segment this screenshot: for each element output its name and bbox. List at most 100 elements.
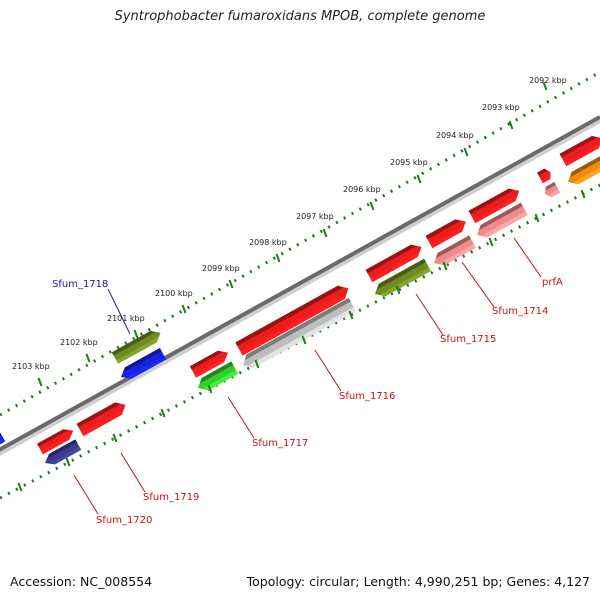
gene-sfum-1717-red-body [189, 350, 228, 378]
tick-label-2092: 2092 kbp [529, 76, 567, 85]
leader-prfa [513, 237, 542, 278]
gene-sfum-1718-olive-body [111, 330, 161, 364]
gene-sfum-1720-navy-shadow [47, 439, 77, 459]
gene-sfum-1719-red-shadow [76, 402, 121, 428]
leader-sfum-1719 [120, 452, 146, 493]
gene-orange-shadow [569, 156, 600, 178]
leader-sfum-1714 [461, 261, 495, 308]
inner-ruler-tick-4 [395, 285, 401, 295]
ruler-tick-11 [37, 377, 43, 387]
label-sfum-1718: Sfum_1718 [52, 279, 108, 290]
ruler-tick-6 [275, 253, 281, 263]
ruler-tick-10 [85, 353, 91, 363]
inner-ruler-tick-6 [301, 335, 307, 345]
gene-sfum-1717-red [189, 350, 228, 378]
ruler-tick-0 [542, 81, 548, 91]
ruler-tick-9 [133, 329, 139, 339]
gene-top-right-1-shadow [559, 135, 598, 158]
gene-red-4 [365, 244, 422, 283]
inner-ruler-tick-2 [488, 237, 494, 247]
gene-sfum-1720-navy-highlight [50, 446, 82, 465]
tick-label-2102: 2102 kbp [60, 338, 98, 347]
gene-small-pink-highlight [548, 189, 561, 198]
ruler-tick-marks [37, 81, 548, 387]
backbone-shadow [0, 117, 600, 456]
gene-prfa-red-highlight [473, 194, 518, 224]
genome-summary-text: Topology: circular; Length: 4,990,251 bp… [246, 574, 590, 589]
gene-features [0, 135, 600, 465]
label-prfa: prfA [542, 277, 563, 288]
ruler-tick-labels: 2092 kbp 2093 kbp 2094 kbp 2095 kbp 2096… [12, 76, 567, 371]
gene-red-4-body [365, 244, 422, 283]
gene-small-pink-shadow [545, 181, 556, 191]
label-sfum-1714: Sfum_1714 [492, 306, 548, 317]
gene-top-right-1-highlight [564, 142, 600, 167]
gene-red-4-shadow [365, 244, 417, 274]
tick-label-2097: 2097 kbp [296, 212, 334, 221]
gene-top-right-1-body [559, 135, 600, 167]
gene-sfum-1720-red [37, 429, 74, 455]
gene-sfum-1714-pink [477, 202, 528, 238]
ruler-tick-4 [369, 201, 375, 211]
gene-sfum-1715-pink-shadow [435, 235, 471, 259]
gene-orange-highlight [573, 167, 600, 185]
gene-sfum-1716-red-shadow [235, 285, 344, 347]
gene-sfum-1717-green-shadow [199, 361, 234, 384]
gene-sfum-1714-red-body [425, 219, 466, 249]
gene-red-4-highlight [370, 250, 421, 283]
gene-sfum-1717-red-shadow [189, 350, 224, 370]
ruler-tick-1 [508, 120, 514, 130]
inner-ruler-tick-0 [580, 189, 586, 199]
leader-sfum-1717 [227, 396, 255, 439]
gene-prfa-red [468, 188, 520, 224]
gene-sfum-1720-red-body [37, 429, 74, 455]
gene-sfum-1716-red [235, 285, 349, 356]
inner-ruler-tick-1 [534, 213, 540, 223]
gene-sfum-1720-navy-body [45, 439, 82, 465]
inner-ruler-tick-10 [112, 433, 118, 443]
gene-sfum-1714-pink-highlight [482, 211, 528, 238]
inner-ruler-tick-marks [17, 189, 586, 492]
inner-ruler-tick-3 [442, 261, 448, 271]
gene-sfum-1716-gray-body [243, 297, 356, 368]
gene-sfum-1718-blue-highlight [126, 356, 167, 379]
gene-edge-blue-highlight [0, 438, 6, 445]
tick-label-2098: 2098 kbp [249, 238, 287, 247]
gene-sfum-1718-olive-highlight [116, 336, 159, 364]
tick-label-2093: 2093 kbp [482, 103, 520, 112]
gene-sfum-1719-red-highlight [81, 408, 125, 437]
leader-sfum-1718 [107, 288, 131, 335]
gene-sfum-1714-red-highlight [430, 225, 465, 249]
label-leader-lines [73, 237, 542, 515]
gene-sfum-1715-olive [375, 258, 431, 297]
gene-prfa-red-body [468, 188, 520, 224]
tick-label-2099: 2099 kbp [202, 264, 240, 273]
gene-sfum-1719-red [76, 402, 126, 437]
gene-sfum-1715-olive-body [375, 258, 431, 297]
gene-sfum-1716-red-body [235, 285, 349, 356]
inner-ruler-tick-12 [17, 482, 23, 492]
ruler-tick-3 [416, 174, 422, 184]
leader-sfum-1716 [314, 349, 342, 392]
gene-sfum-1715-pink-highlight [439, 244, 476, 266]
label-sfum-1720: Sfum_1720 [96, 515, 152, 526]
label-sfum-1717: Sfum_1717 [252, 438, 308, 449]
tick-label-2094: 2094 kbp [436, 131, 474, 140]
accession-text: Accession: NC_008554 [10, 574, 153, 589]
tick-label-2103: 2103 kbp [12, 362, 50, 371]
ruler-tick-7 [228, 279, 234, 289]
inner-ruler-tick-7 [254, 359, 260, 369]
gene-small-red-shadow [537, 168, 548, 176]
gene-sfum-1714-pink-body [477, 202, 528, 238]
gene-sfum-1720-navy [45, 439, 82, 465]
tick-label-2096: 2096 kbp [343, 185, 381, 194]
gene-small-pink [545, 181, 561, 198]
label-sfum-1715: Sfum_1715 [440, 334, 496, 345]
backbone-line [0, 115, 600, 452]
gene-small-red-highlight [541, 174, 551, 184]
gene-sfum-1715-pink [434, 235, 476, 266]
gene-sfum-1718-olive [111, 330, 161, 364]
gene-orange [568, 156, 600, 185]
